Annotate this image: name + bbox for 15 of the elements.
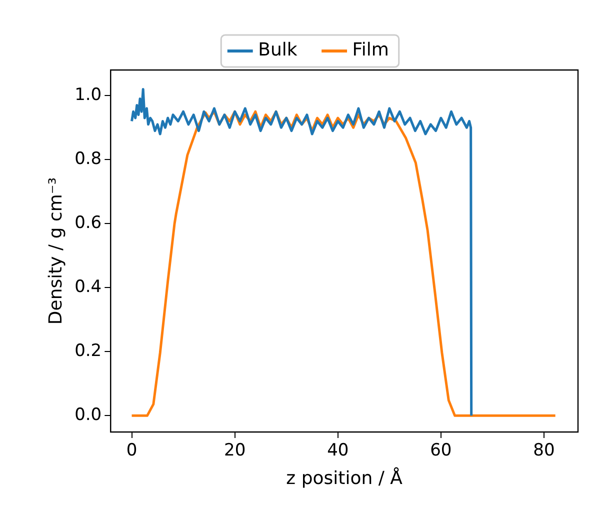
y-tick-label: 0.8	[74, 149, 102, 170]
legend-label: Film	[352, 40, 389, 61]
x-tick-label: 20	[224, 440, 246, 461]
y-tick-label: 1.0	[74, 85, 102, 106]
x-tick-label: 80	[533, 440, 555, 461]
y-tick-label: 0.6	[74, 213, 102, 234]
y-tick-label: 0.0	[74, 405, 102, 426]
x-tick-label: 0	[126, 440, 138, 461]
y-axis-title: Density / g cm⁻³	[45, 177, 66, 325]
x-tick-label: 40	[327, 440, 349, 461]
x-axis-title: z position / Å	[286, 466, 404, 489]
x-tick-label: 60	[430, 440, 452, 461]
y-tick-label: 0.4	[74, 277, 102, 298]
legend-label: Bulk	[258, 40, 298, 61]
y-tick-label: 0.2	[74, 341, 102, 362]
